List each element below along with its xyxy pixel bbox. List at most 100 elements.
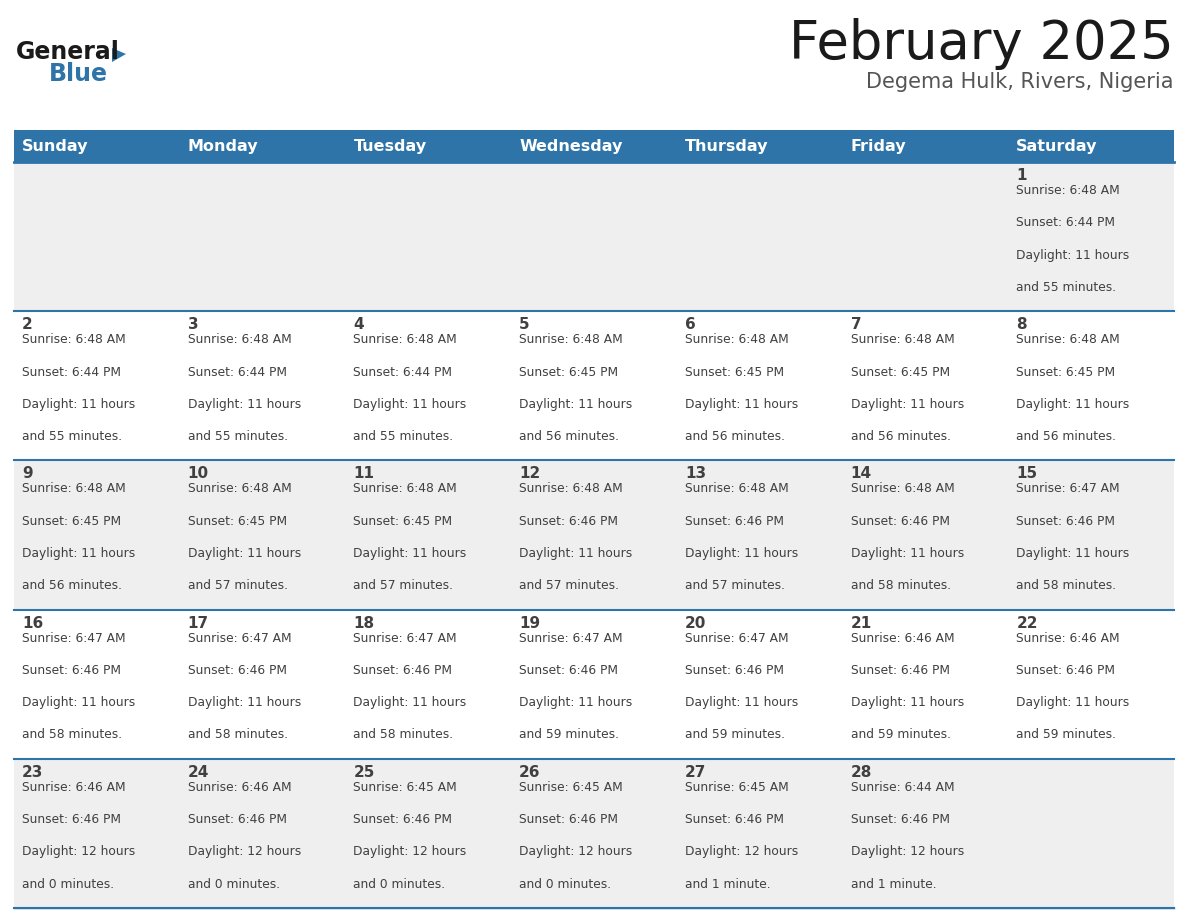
Text: Sunrise: 6:48 AM: Sunrise: 6:48 AM: [353, 333, 457, 346]
Bar: [677, 461, 842, 610]
Text: and 0 minutes.: and 0 minutes.: [23, 878, 114, 890]
Bar: [179, 130, 346, 162]
Text: Sunrise: 6:45 AM: Sunrise: 6:45 AM: [519, 781, 623, 794]
Text: Sunset: 6:46 PM: Sunset: 6:46 PM: [684, 813, 784, 826]
Text: 3: 3: [188, 318, 198, 332]
Text: and 55 minutes.: and 55 minutes.: [188, 431, 287, 443]
Text: Sunset: 6:45 PM: Sunset: 6:45 PM: [23, 515, 121, 528]
Text: Sunset: 6:46 PM: Sunset: 6:46 PM: [851, 664, 949, 677]
Text: Daylight: 11 hours: Daylight: 11 hours: [1016, 249, 1130, 262]
Polygon shape: [112, 48, 126, 62]
Text: and 57 minutes.: and 57 minutes.: [519, 579, 619, 592]
Text: and 57 minutes.: and 57 minutes.: [188, 579, 287, 592]
Bar: [14, 162, 179, 311]
Bar: [1009, 461, 1174, 610]
Text: Sunset: 6:46 PM: Sunset: 6:46 PM: [353, 664, 453, 677]
Bar: [677, 759, 842, 908]
Text: Friday: Friday: [851, 139, 906, 153]
Text: and 1 minute.: and 1 minute.: [851, 878, 936, 890]
Text: and 55 minutes.: and 55 minutes.: [23, 431, 122, 443]
Text: Daylight: 12 hours: Daylight: 12 hours: [519, 845, 632, 858]
Bar: [842, 461, 1009, 610]
Text: Sunrise: 6:48 AM: Sunrise: 6:48 AM: [1016, 333, 1120, 346]
Text: 26: 26: [519, 765, 541, 779]
Bar: [14, 130, 179, 162]
Text: Saturday: Saturday: [1016, 139, 1098, 153]
Text: Sunrise: 6:46 AM: Sunrise: 6:46 AM: [1016, 632, 1120, 644]
Text: Daylight: 11 hours: Daylight: 11 hours: [1016, 547, 1130, 560]
Text: and 0 minutes.: and 0 minutes.: [519, 878, 612, 890]
Text: 1: 1: [1016, 168, 1026, 183]
Text: Daylight: 11 hours: Daylight: 11 hours: [519, 696, 632, 710]
Bar: [677, 130, 842, 162]
Text: Sunrise: 6:46 AM: Sunrise: 6:46 AM: [851, 632, 954, 644]
Text: Sunrise: 6:47 AM: Sunrise: 6:47 AM: [188, 632, 291, 644]
Text: and 56 minutes.: and 56 minutes.: [23, 579, 122, 592]
Text: and 55 minutes.: and 55 minutes.: [353, 431, 454, 443]
Text: Sunrise: 6:47 AM: Sunrise: 6:47 AM: [353, 632, 457, 644]
Text: and 56 minutes.: and 56 minutes.: [519, 431, 619, 443]
Text: Sunrise: 6:48 AM: Sunrise: 6:48 AM: [684, 333, 789, 346]
Bar: [677, 610, 842, 759]
Text: Daylight: 11 hours: Daylight: 11 hours: [353, 547, 467, 560]
Text: Daylight: 11 hours: Daylight: 11 hours: [684, 696, 798, 710]
Text: Daylight: 11 hours: Daylight: 11 hours: [353, 397, 467, 410]
Bar: [842, 759, 1009, 908]
Text: Sunset: 6:46 PM: Sunset: 6:46 PM: [188, 664, 286, 677]
Text: Sunset: 6:44 PM: Sunset: 6:44 PM: [353, 365, 453, 378]
Text: Daylight: 11 hours: Daylight: 11 hours: [23, 547, 135, 560]
Bar: [842, 130, 1009, 162]
Text: 25: 25: [353, 765, 374, 779]
Text: Daylight: 12 hours: Daylight: 12 hours: [23, 845, 135, 858]
Text: Daylight: 11 hours: Daylight: 11 hours: [1016, 696, 1130, 710]
Text: Sunrise: 6:48 AM: Sunrise: 6:48 AM: [188, 333, 291, 346]
Bar: [677, 311, 842, 461]
Text: 23: 23: [23, 765, 44, 779]
Bar: [14, 311, 179, 461]
Bar: [511, 311, 677, 461]
Text: Tuesday: Tuesday: [353, 139, 426, 153]
Text: and 58 minutes.: and 58 minutes.: [1016, 579, 1117, 592]
Text: Daylight: 12 hours: Daylight: 12 hours: [353, 845, 467, 858]
Text: Sunset: 6:45 PM: Sunset: 6:45 PM: [519, 365, 618, 378]
Text: and 0 minutes.: and 0 minutes.: [353, 878, 446, 890]
Text: 6: 6: [684, 318, 696, 332]
Text: Sunrise: 6:48 AM: Sunrise: 6:48 AM: [684, 482, 789, 496]
Bar: [1009, 610, 1174, 759]
Text: 7: 7: [851, 318, 861, 332]
Text: Sunrise: 6:48 AM: Sunrise: 6:48 AM: [353, 482, 457, 496]
Bar: [14, 461, 179, 610]
Bar: [842, 162, 1009, 311]
Text: and 56 minutes.: and 56 minutes.: [684, 431, 785, 443]
Text: Sunrise: 6:48 AM: Sunrise: 6:48 AM: [1016, 184, 1120, 197]
Bar: [1009, 162, 1174, 311]
Text: 5: 5: [519, 318, 530, 332]
Bar: [511, 759, 677, 908]
Text: 22: 22: [1016, 616, 1038, 631]
Bar: [511, 461, 677, 610]
Text: Sunset: 6:44 PM: Sunset: 6:44 PM: [188, 365, 286, 378]
Text: Sunset: 6:45 PM: Sunset: 6:45 PM: [1016, 365, 1116, 378]
Text: Sunrise: 6:48 AM: Sunrise: 6:48 AM: [23, 333, 126, 346]
Bar: [842, 610, 1009, 759]
Text: Daylight: 12 hours: Daylight: 12 hours: [851, 845, 963, 858]
Text: Daylight: 11 hours: Daylight: 11 hours: [1016, 397, 1130, 410]
Bar: [1009, 311, 1174, 461]
Text: and 58 minutes.: and 58 minutes.: [851, 579, 950, 592]
Text: Blue: Blue: [49, 62, 107, 86]
Text: Sunset: 6:44 PM: Sunset: 6:44 PM: [1016, 217, 1116, 230]
Text: Sunset: 6:46 PM: Sunset: 6:46 PM: [684, 664, 784, 677]
Text: Sunset: 6:45 PM: Sunset: 6:45 PM: [353, 515, 453, 528]
Text: Sunrise: 6:48 AM: Sunrise: 6:48 AM: [519, 482, 623, 496]
Text: Sunset: 6:46 PM: Sunset: 6:46 PM: [851, 813, 949, 826]
Bar: [511, 130, 677, 162]
Text: Daylight: 11 hours: Daylight: 11 hours: [684, 547, 798, 560]
Text: 16: 16: [23, 616, 43, 631]
Text: and 59 minutes.: and 59 minutes.: [519, 729, 619, 742]
Text: 9: 9: [23, 466, 32, 481]
Bar: [677, 162, 842, 311]
Text: Daylight: 11 hours: Daylight: 11 hours: [23, 696, 135, 710]
Bar: [179, 610, 346, 759]
Text: and 58 minutes.: and 58 minutes.: [188, 729, 287, 742]
Text: and 56 minutes.: and 56 minutes.: [851, 431, 950, 443]
